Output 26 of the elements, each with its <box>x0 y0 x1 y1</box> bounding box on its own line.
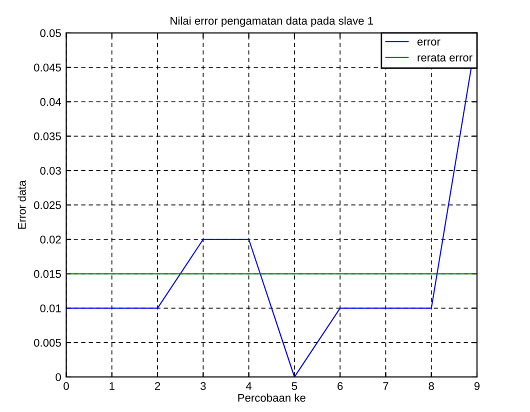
x-axis-title: Percobaan ke <box>238 394 306 402</box>
y-tick-label: 0.03 <box>40 166 61 175</box>
x-tick-label: 5 <box>292 382 298 390</box>
y-tick-label: 0.05 <box>40 29 61 38</box>
y-tick-label: 0.01 <box>40 304 61 312</box>
x-tick-label: 9 <box>474 382 480 390</box>
y-tick-label: 0.04 <box>40 98 62 106</box>
y-tick-label: 0.035 <box>34 132 61 140</box>
y-tick-label: 0.02 <box>40 236 61 244</box>
chart-title: Nilai error pengamatan data pada slave 1 <box>170 16 374 27</box>
y-tick-label: 0.045 <box>34 64 61 72</box>
y-axis-title: Error data <box>18 180 26 229</box>
y-tick-label: 0.005 <box>34 338 61 347</box>
legend-label: rerata error <box>418 54 472 62</box>
x-tick-label: 4 <box>246 382 252 390</box>
x-tick-label: 1 <box>110 382 114 390</box>
x-tick-label: 8 <box>428 382 434 390</box>
x-tick-label: 2 <box>154 382 160 390</box>
x-tick-label: 3 <box>200 382 206 390</box>
x-tick-label: 7 <box>383 382 388 390</box>
x-tick-label: 0 <box>64 382 69 390</box>
y-tick-label: 0.015 <box>34 270 61 278</box>
y-tick-label: 0.025 <box>34 201 61 210</box>
legend-label: error <box>417 39 440 46</box>
y-tick-label: 0 <box>56 373 61 382</box>
x-tick-label: 6 <box>338 382 343 390</box>
